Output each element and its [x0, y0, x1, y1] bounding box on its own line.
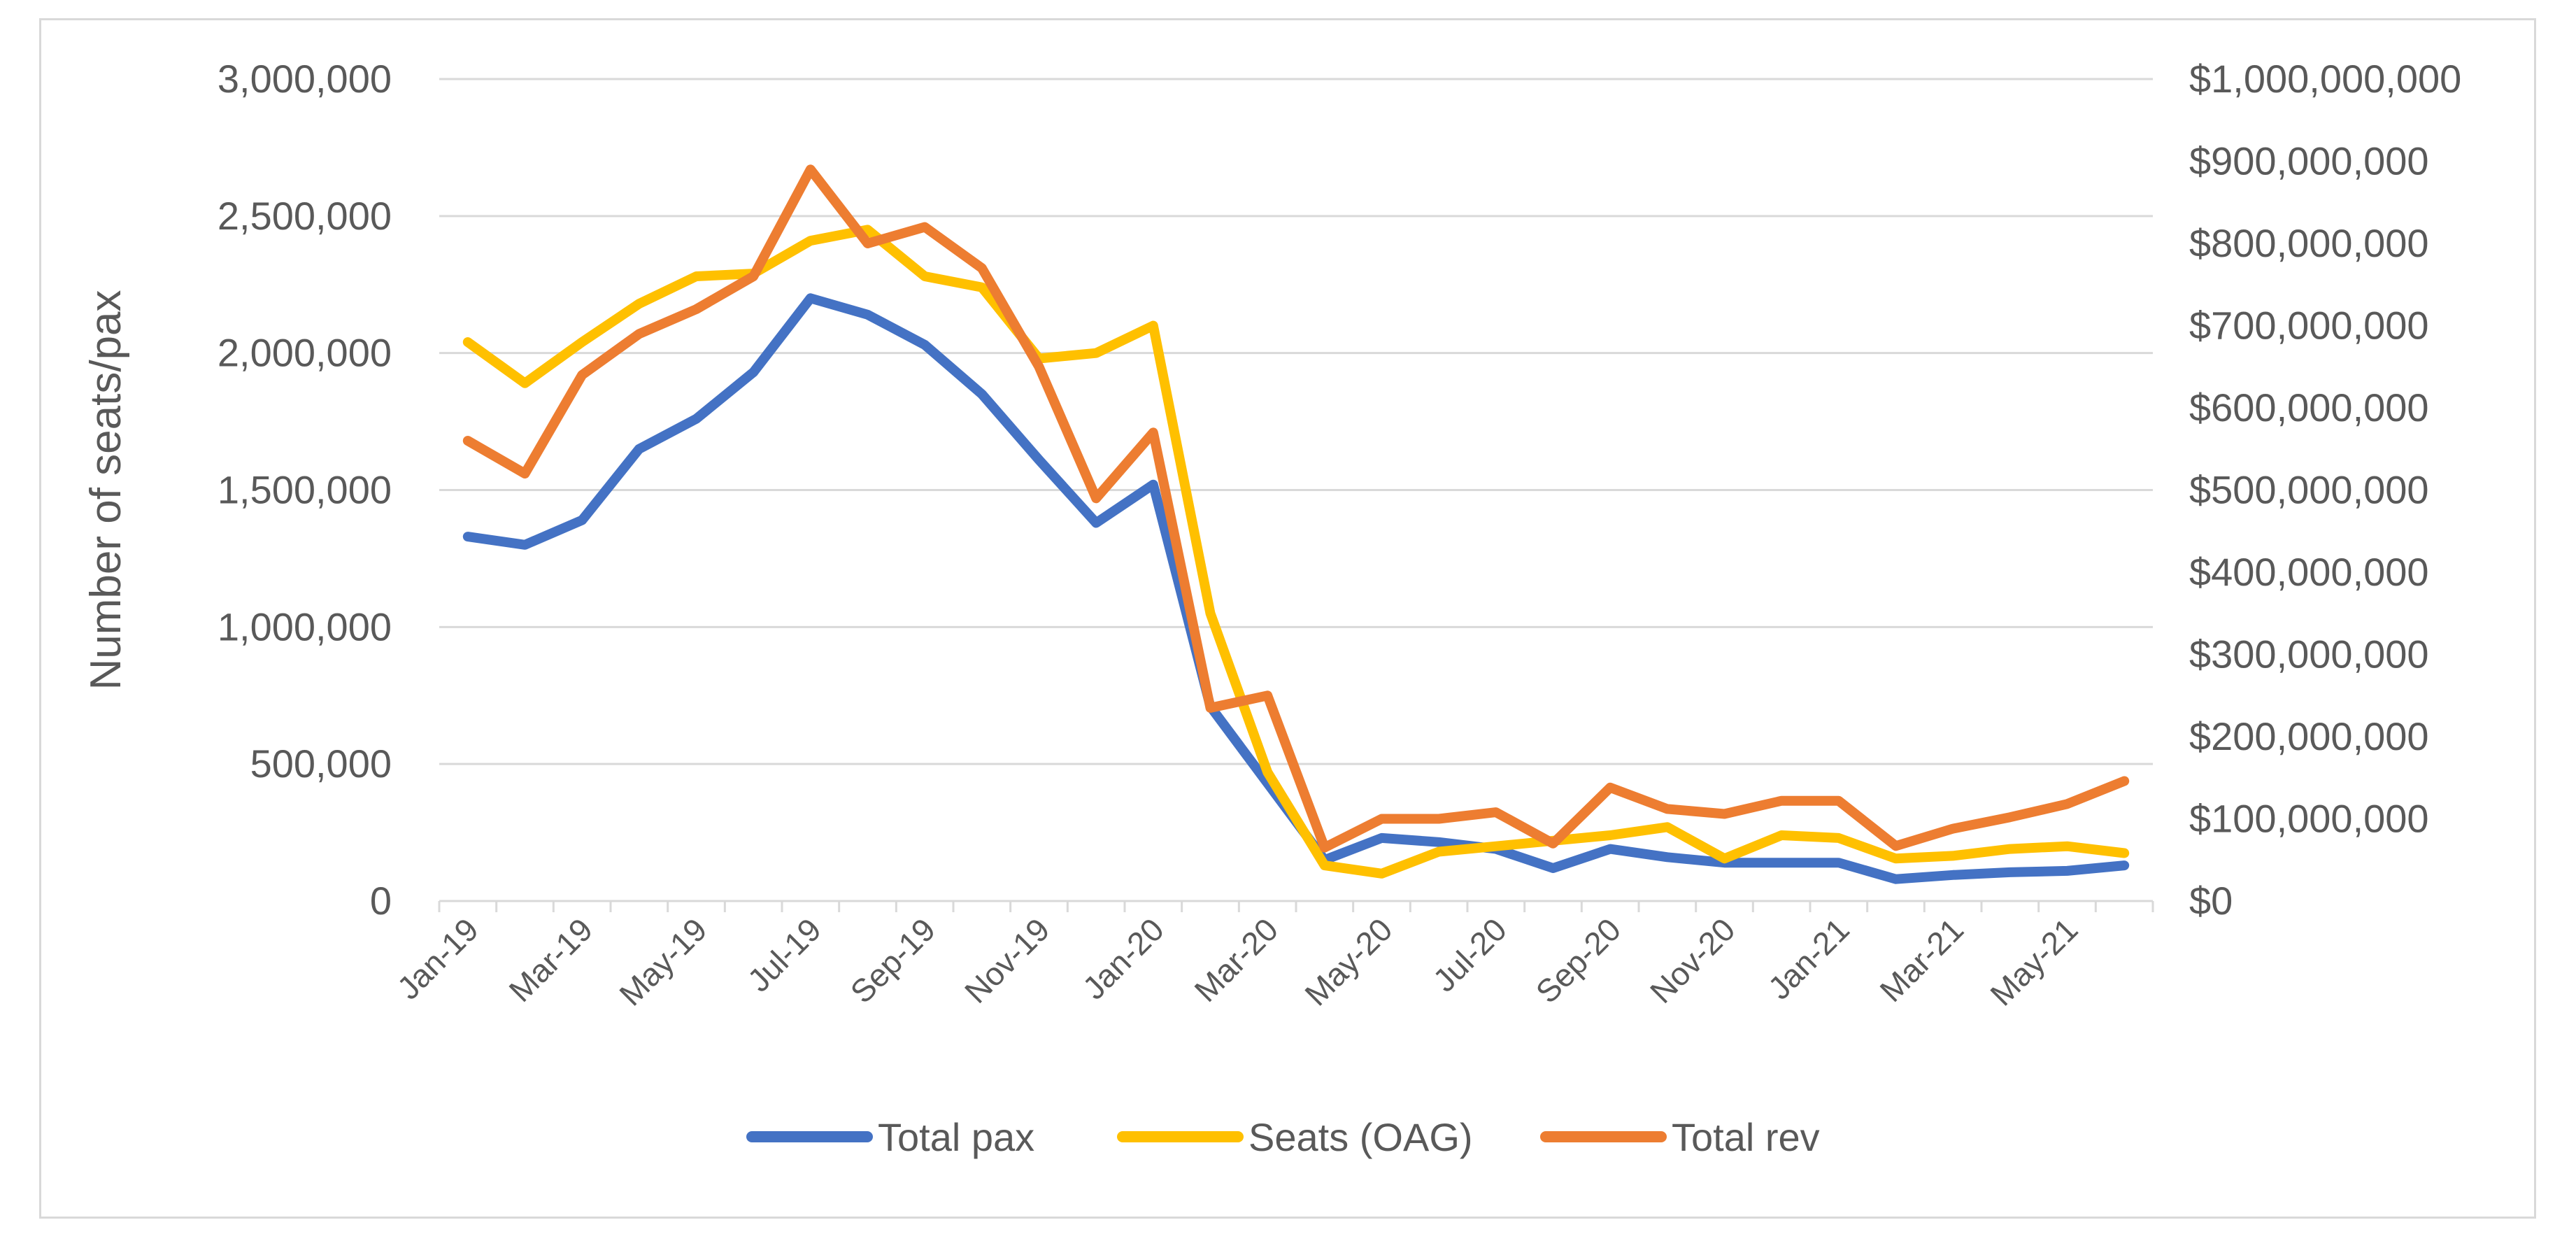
y2-tick-label: $600,000,000 — [2189, 385, 2429, 430]
x-tick-label: Nov-19 — [958, 911, 1057, 1010]
y2-tick-label: $0 — [2189, 879, 2233, 923]
y-tick-label: 0 — [370, 879, 392, 923]
y2-tick-label: $100,000,000 — [2189, 797, 2429, 841]
y2-tick-label: $300,000,000 — [2189, 632, 2429, 676]
y2-tick-label: $500,000,000 — [2189, 468, 2429, 512]
y-tick-label: 500,000 — [250, 742, 392, 786]
x-tick-label: Sep-20 — [1529, 911, 1628, 1010]
x-tick-label: Jan-20 — [1076, 911, 1171, 1006]
legend: Total pax Seats (OAG) Total rev — [746, 1115, 1820, 1159]
series-line-total-rev — [462, 164, 2130, 853]
y-tick-label: 1,500,000 — [218, 468, 392, 512]
x-tick-label: Mar-21 — [1872, 911, 1970, 1009]
y-tick-label: 3,000,000 — [218, 57, 392, 101]
y2-tick-label: $200,000,000 — [2189, 714, 2429, 758]
y2-tick-label: $700,000,000 — [2189, 304, 2429, 348]
x-tick-label: Mar-19 — [501, 911, 599, 1009]
legend-label: Seats (OAG) — [1248, 1115, 1473, 1159]
y-axis-title: Number of seats/pax — [82, 290, 130, 690]
x-tick-label: May-21 — [1983, 911, 2084, 1012]
x-tick-label: May-20 — [1297, 911, 1399, 1012]
x-tick-label: May-19 — [612, 911, 713, 1012]
series-line-seats-oag — [462, 225, 2130, 879]
series-line-total-pax — [462, 293, 2130, 884]
y2-tick-label: $900,000,000 — [2189, 139, 2429, 183]
x-tick-label: Mar-20 — [1187, 911, 1285, 1009]
x-tick-label: Nov-20 — [1643, 911, 1742, 1010]
legend-label: Total pax — [878, 1115, 1034, 1159]
x-tick-label: Jul-20 — [1426, 911, 1514, 998]
x-tick-label: Jul-19 — [741, 911, 828, 998]
x-tick-label: Jan-21 — [1761, 911, 1856, 1006]
legend-label: Total rev — [1672, 1115, 1820, 1159]
y-tick-label: 1,000,000 — [218, 604, 392, 648]
x-tick-label: Jan-19 — [390, 911, 485, 1006]
chart-frame — [39, 18, 2536, 1219]
series-lines — [462, 164, 2130, 884]
y2-tick-label: $1,000,000,000 — [2189, 57, 2461, 101]
y2-tick-label: $800,000,000 — [2189, 221, 2429, 265]
y-tick-label: 2,000,000 — [218, 331, 392, 375]
gridlines — [439, 78, 2153, 765]
y2-tick-label: $400,000,000 — [2189, 550, 2429, 594]
y-tick-label: 2,500,000 — [218, 194, 392, 238]
x-tick-label: Sep-19 — [844, 911, 943, 1010]
